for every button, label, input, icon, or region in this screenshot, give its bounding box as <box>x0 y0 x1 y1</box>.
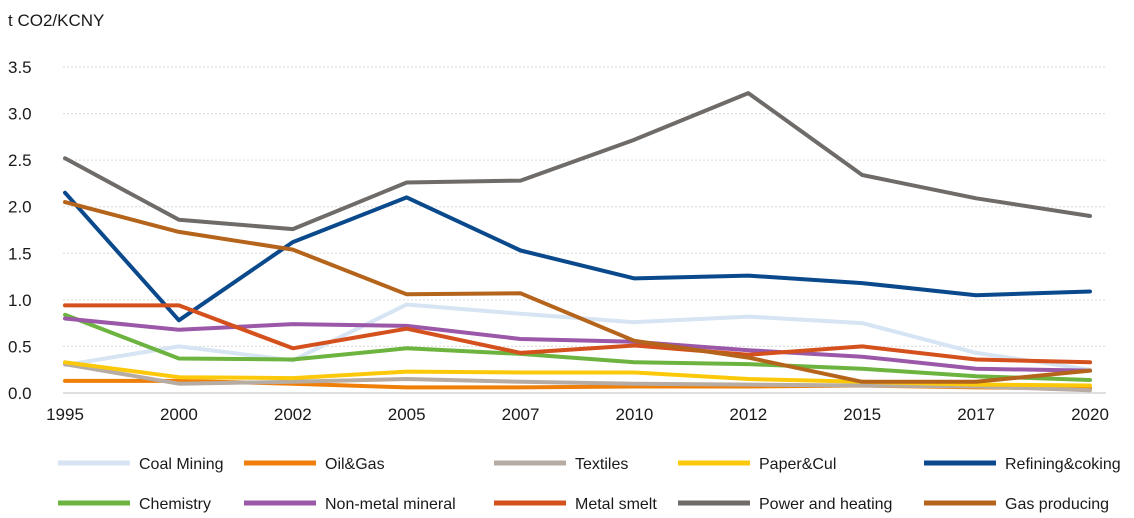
legend: Coal Mining Oil&Gas Textiles Paper&Cul Refin… <box>58 456 1121 513</box>
x-tick-label: 2017 <box>957 405 995 424</box>
legend-label: Textiles <box>575 456 628 473</box>
legend-label: Gas producing <box>1005 496 1109 513</box>
x-tick-label: 2002 <box>274 405 312 424</box>
x-tick-label: 2012 <box>729 405 767 424</box>
legend-item: Gas producing <box>924 496 1109 513</box>
x-axis-ticks: 1995 2000 2002 2005 2007 2010 2012 2015 2017 2020 <box>46 405 1109 424</box>
y-tick-label: 3.5 <box>8 58 32 77</box>
y-axis-ticks: 0.0 0.5 1.0 1.5 2.0 2.5 3.0 3.5 <box>8 58 32 403</box>
legend-item: Metal smelt <box>494 496 657 513</box>
series-line-chemistry <box>63 312 1092 382</box>
y-tick-label: 1.0 <box>8 291 32 310</box>
legend-item: Refining&coking <box>924 456 1121 473</box>
legend-item: Textiles <box>494 456 628 473</box>
x-tick-label: 1995 <box>46 405 84 424</box>
legend-label: Chemistry <box>139 496 211 513</box>
legend-item: Non-metal mineral <box>244 496 456 513</box>
x-tick-label: 2020 <box>1071 405 1109 424</box>
x-tick-label: 2010 <box>616 405 654 424</box>
legend-item: Power and heating <box>678 496 892 513</box>
y-tick-label: 0.5 <box>8 337 32 356</box>
legend-label: Power and heating <box>759 496 892 513</box>
series-line-textiles <box>63 362 1092 393</box>
series-line-metal-smelt <box>63 303 1092 365</box>
y-tick-label: 3.0 <box>8 105 32 124</box>
y-tick-label: 1.5 <box>8 244 32 263</box>
series-line-non-metal-mineral <box>63 316 1092 373</box>
legend-item: Paper&Cul <box>678 456 836 473</box>
series-line-power-and-heating <box>63 91 1092 232</box>
y-tick-label: 0.0 <box>8 384 32 403</box>
series-line-gas-producing <box>63 200 1092 384</box>
x-tick-label: 2007 <box>502 405 540 424</box>
x-tick-label: 2005 <box>388 405 426 424</box>
legend-label: Refining&coking <box>1005 456 1121 473</box>
x-tick-label: 2000 <box>160 405 198 424</box>
y-axis-label: t CO2/KCNY <box>8 11 104 30</box>
legend-label: Oil&Gas <box>325 456 385 473</box>
y-tick-label: 2.5 <box>8 151 32 170</box>
legend-label: Metal smelt <box>575 496 657 513</box>
y-tick-label: 2.0 <box>8 198 32 217</box>
legend-label: Non-metal mineral <box>325 496 456 513</box>
legend-item: Coal Mining <box>58 456 223 473</box>
series-line-refining-coking <box>63 190 1092 323</box>
legend-item: Chemistry <box>58 496 211 513</box>
x-tick-label: 2015 <box>843 405 881 424</box>
legend-item: Oil&Gas <box>244 456 385 473</box>
gridlines <box>63 66 1106 394</box>
legend-label: Coal Mining <box>139 456 223 473</box>
series-lines <box>63 91 1092 393</box>
legend-label: Paper&Cul <box>759 456 836 473</box>
